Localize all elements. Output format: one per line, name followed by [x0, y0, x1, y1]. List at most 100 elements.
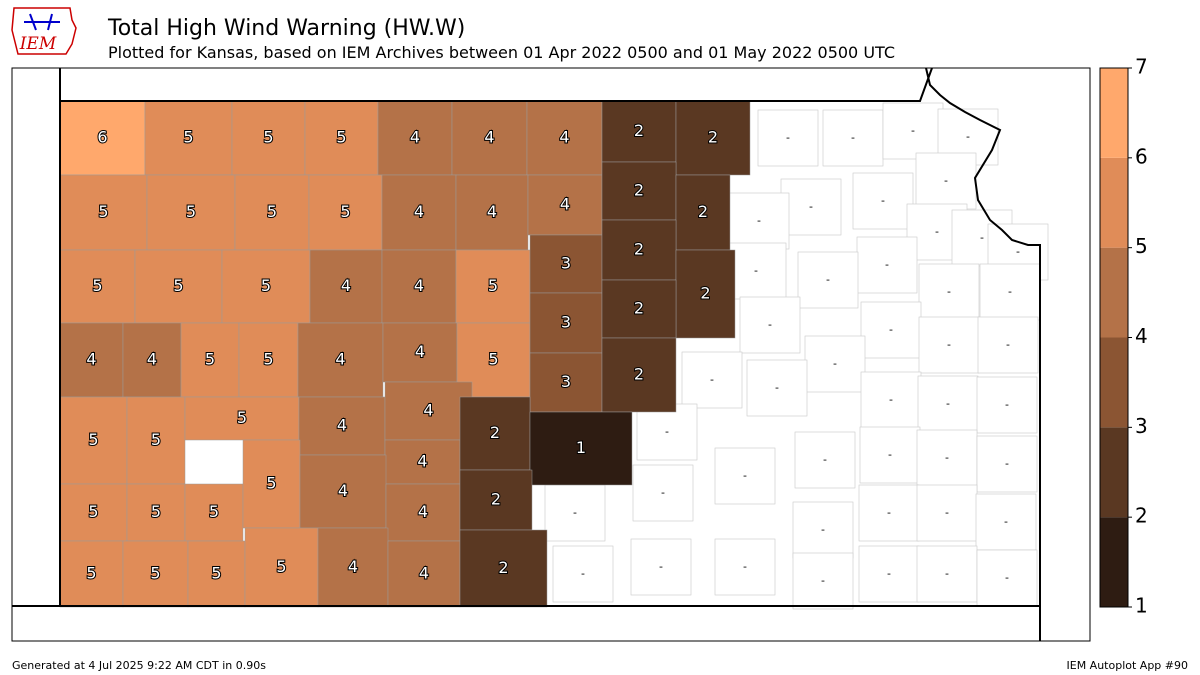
county-label: - [1006, 338, 1010, 351]
title: Total High Wind Warning (HW.W) [107, 16, 465, 41]
county-label: 2 [634, 121, 644, 140]
county [59, 174, 148, 251]
county-label: 4 [419, 564, 429, 583]
county-label: - [881, 194, 885, 207]
county-label: 4 [338, 481, 348, 500]
county-label: - [966, 130, 970, 143]
county-label: - [945, 567, 949, 580]
empty-county [797, 251, 859, 309]
county [601, 337, 677, 413]
empty-county [552, 545, 614, 603]
county [384, 381, 473, 441]
county-label: 3 [561, 372, 571, 391]
county-label: 4 [335, 350, 345, 369]
county-label: - [786, 131, 790, 144]
county [601, 279, 677, 339]
county [529, 292, 603, 354]
empty-county [780, 178, 842, 236]
county-label: - [581, 567, 585, 580]
county-label: 5 [263, 128, 273, 147]
colorbar-tick-label: 6 [1135, 144, 1148, 168]
county-label: - [1008, 285, 1012, 298]
county-label: 5 [276, 557, 286, 576]
county-label: - [885, 258, 889, 271]
colorbar-tick-label: 7 [1135, 55, 1148, 79]
county-label: 5 [263, 350, 273, 369]
county-label: - [935, 225, 939, 238]
county-label: 4 [423, 401, 433, 420]
county [382, 322, 458, 383]
county-label: - [821, 574, 825, 587]
empty-county [856, 236, 918, 294]
county-label: 5 [150, 564, 160, 583]
county-label: 5 [88, 502, 98, 521]
county-label: 5 [340, 202, 350, 221]
empty-county [852, 172, 914, 230]
county-label: 4 [348, 557, 358, 576]
county-label: - [754, 264, 758, 277]
county-label: 4 [418, 502, 428, 521]
county-label: 1 [576, 438, 586, 457]
county-label: 5 [336, 128, 346, 147]
empty-county [739, 296, 801, 354]
county-label: - [889, 323, 893, 336]
empty-county [976, 376, 1038, 434]
county-label: 5 [92, 276, 102, 295]
county [184, 483, 244, 542]
empty-county [918, 263, 980, 321]
county-label: - [821, 523, 825, 536]
county-label: 2 [634, 240, 644, 259]
empty-county [714, 447, 776, 505]
county [675, 100, 751, 176]
county [126, 396, 186, 485]
county-label: 2 [634, 181, 644, 200]
county [459, 529, 548, 608]
county-label: 4 [415, 342, 425, 361]
empty-county [746, 359, 808, 417]
subtitle: Plotted for Kansas, based on IEM Archive… [108, 43, 895, 62]
county-label: 5 [267, 202, 277, 221]
county [59, 540, 124, 608]
county [59, 396, 128, 485]
empty-county [757, 109, 819, 167]
county-label: - [887, 506, 891, 519]
county [221, 249, 311, 324]
county-label: - [1016, 245, 1020, 258]
county [675, 249, 736, 339]
county-label: 5 [86, 564, 96, 583]
county [234, 174, 310, 251]
empty-county [918, 316, 980, 374]
empty-county [714, 538, 776, 596]
empty-county [915, 152, 977, 210]
county-label: 5 [205, 350, 215, 369]
county-label: 4 [414, 202, 424, 221]
county-label: - [888, 448, 892, 461]
county-label: - [980, 231, 984, 244]
county-label: 2 [634, 365, 644, 384]
county-label: 5 [261, 276, 271, 295]
county-label: - [887, 567, 891, 580]
empty-county [979, 263, 1041, 321]
county-label: - [1005, 398, 1009, 411]
logo: IEM [11, 7, 77, 55]
state-border [12, 67, 1041, 641]
county [231, 100, 306, 176]
colorbar-band [1100, 157, 1128, 248]
logo-outline [11, 7, 77, 55]
county-label: - [743, 560, 747, 573]
empty-county [804, 335, 866, 393]
county [146, 174, 236, 251]
county-label: - [946, 397, 950, 410]
empty-county [858, 545, 920, 603]
county-label: 5 [186, 202, 196, 221]
footer-right: IEM Autoplot App #90 [1067, 659, 1189, 672]
county-label: 5 [88, 430, 98, 449]
county-label: 5 [488, 350, 498, 369]
county [187, 540, 246, 608]
county-label: - [947, 338, 951, 351]
footer-left: Generated at 4 Jul 2025 9:22 AM CDT in 0… [12, 659, 266, 672]
county-label: 5 [173, 276, 183, 295]
county-label: 2 [498, 558, 508, 577]
county-label: 2 [491, 490, 501, 509]
